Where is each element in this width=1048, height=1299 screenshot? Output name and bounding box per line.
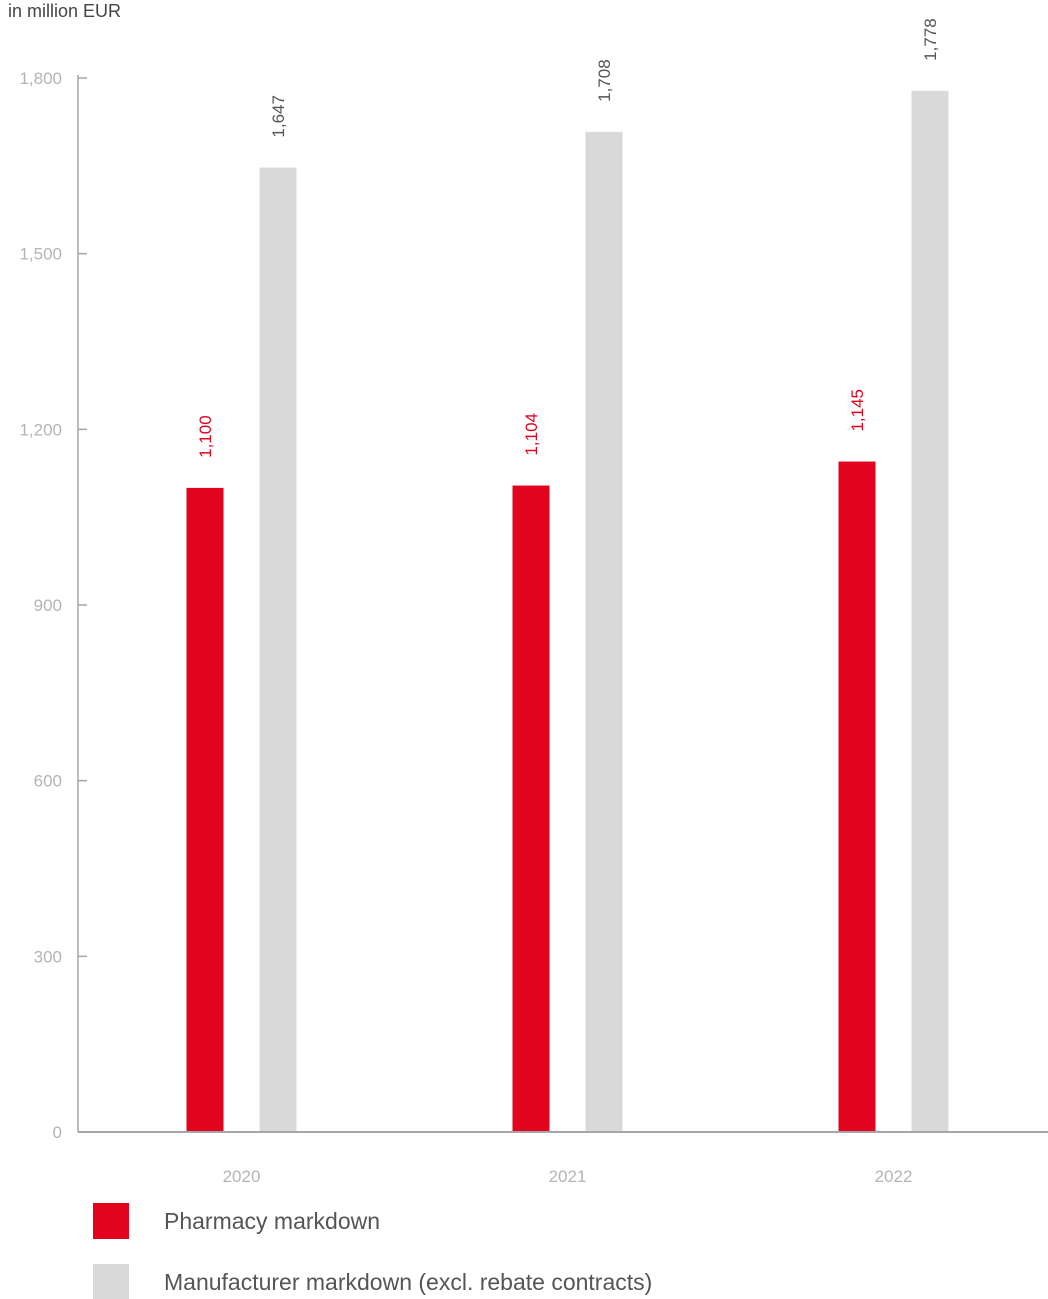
y-tick-label: 1,200 bbox=[19, 420, 62, 439]
value-label-manufacturer-2020: 1,647 bbox=[269, 95, 288, 138]
value-label-pharmacy-2022: 1,145 bbox=[848, 389, 867, 432]
y-tick-label: 1,500 bbox=[19, 245, 62, 264]
x-axis: 2020 2021 2022 bbox=[78, 1131, 1048, 1186]
bar-pharmacy-2022 bbox=[838, 461, 876, 1132]
y-tick-label: 1,800 bbox=[19, 69, 62, 88]
value-label-manufacturer-2022: 1,778 bbox=[921, 18, 940, 61]
bar-pharmacy-2020 bbox=[186, 487, 224, 1132]
legend-swatch-manufacturer bbox=[93, 1264, 129, 1299]
y-tick-label: 0 bbox=[53, 1123, 62, 1142]
bar-manufacturer-2021 bbox=[585, 131, 623, 1133]
y-tick-label: 600 bbox=[34, 772, 62, 791]
value-labels: 1,100 1,647 1,104 1,708 1,145 1,778 bbox=[196, 18, 940, 458]
value-label-pharmacy-2021: 1,104 bbox=[522, 413, 541, 456]
value-label-manufacturer-2021: 1,708 bbox=[595, 59, 614, 102]
legend: Pharmacy markdown Manufacturer markdown (… bbox=[93, 1203, 652, 1299]
bars bbox=[186, 90, 949, 1133]
bar-manufacturer-2020 bbox=[259, 167, 297, 1133]
legend-swatch-pharmacy bbox=[93, 1203, 129, 1239]
x-category-label: 2020 bbox=[223, 1167, 261, 1186]
y-tick-label: 900 bbox=[34, 596, 62, 615]
legend-label-pharmacy: Pharmacy markdown bbox=[164, 1208, 380, 1234]
legend-label-manufacturer: Manufacturer markdown (excl. rebate cont… bbox=[164, 1269, 652, 1295]
y-axis: 0 300 600 900 1,200 1,500 1,800 bbox=[19, 69, 87, 1142]
x-category-label: 2022 bbox=[875, 1167, 913, 1186]
bar-manufacturer-2022 bbox=[911, 90, 949, 1133]
value-label-pharmacy-2020: 1,100 bbox=[196, 415, 215, 458]
bar-pharmacy-2021 bbox=[512, 485, 550, 1133]
unit-label: in million EUR bbox=[8, 1, 121, 21]
x-category-label: 2021 bbox=[549, 1167, 587, 1186]
y-tick-label: 300 bbox=[34, 947, 62, 966]
